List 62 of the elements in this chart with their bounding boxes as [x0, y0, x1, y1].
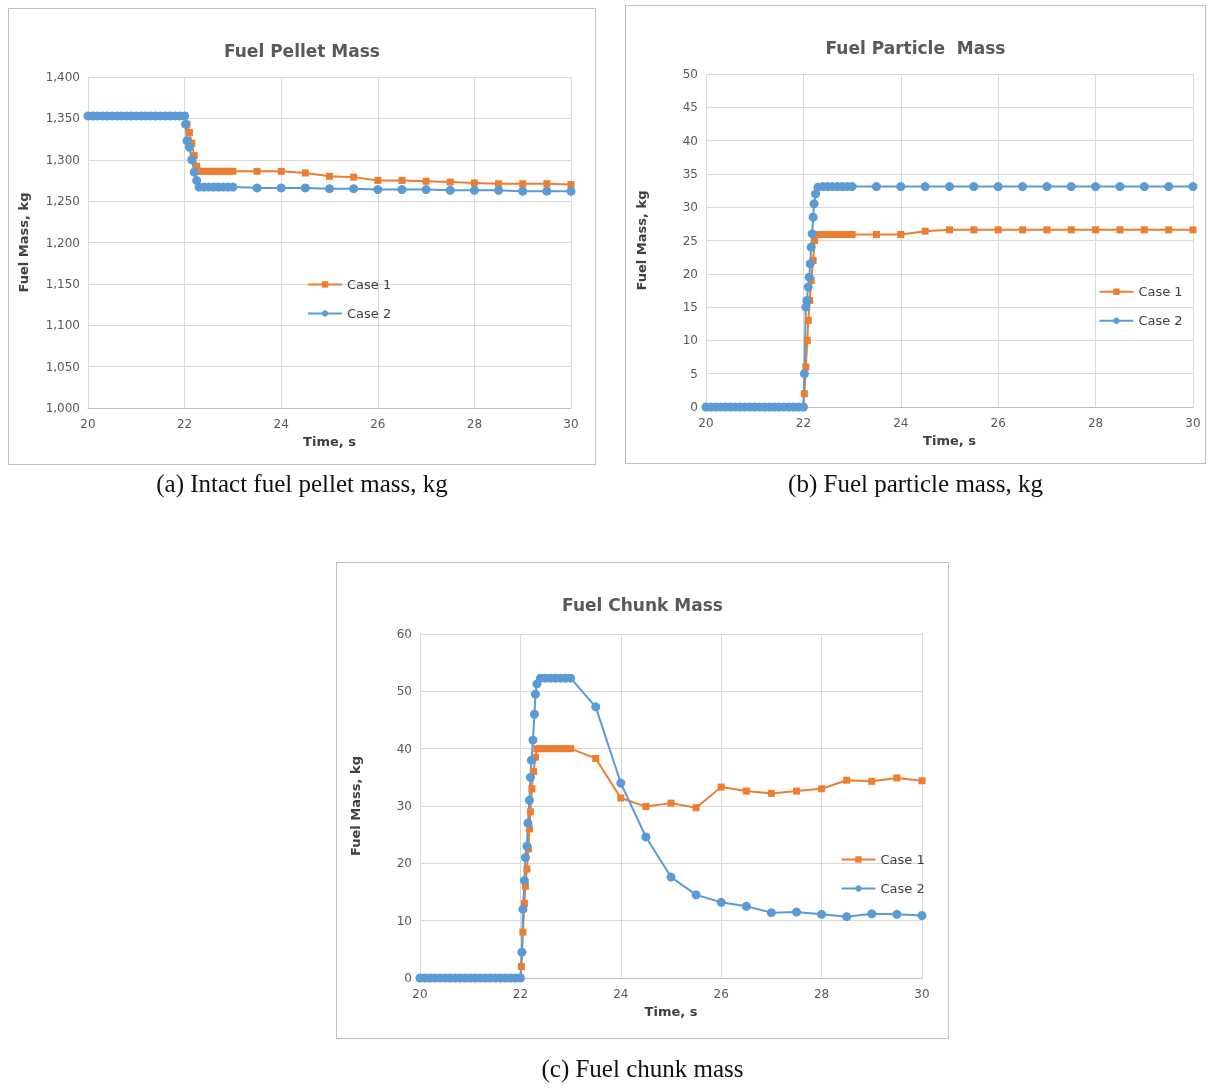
x-tick-label: 22	[176, 417, 193, 431]
x-axis-title: Time, s	[923, 432, 977, 448]
y-tick-label: 60	[396, 627, 412, 641]
y-tick-label: 15	[682, 300, 698, 315]
y-tick-label: 1,250	[45, 194, 80, 209]
legend-label: Case 2	[880, 881, 925, 896]
x-tick-label: 30	[914, 987, 930, 1001]
x-tick-label: 24	[893, 416, 909, 430]
y-tick-label: 40	[396, 741, 412, 756]
y-tick-label: 50	[396, 684, 412, 699]
legend-label: Case 2	[1138, 313, 1183, 329]
x-tick-label: 30	[1185, 416, 1201, 430]
y-tick-label: 30	[396, 799, 412, 813]
y-tick-label: 45	[682, 100, 698, 115]
legend-label: Case 2	[347, 305, 392, 321]
y-tick-label: 1,050	[45, 359, 80, 374]
legend-label: Case 1	[347, 276, 392, 292]
text: (c) Fuel chunk mass	[540, 1055, 745, 1083]
x-tick-label: 26	[990, 416, 1006, 430]
text: (b) Fuel particle mass, kg	[787, 470, 1044, 498]
y-tick-label: 1,200	[45, 235, 80, 250]
chart-title: Fuel Pellet Mass	[224, 40, 380, 61]
x-tick-label: 24	[613, 987, 629, 1001]
y-axis-title: Fuel Mass, kg	[348, 756, 363, 856]
y-tick-label: 1,300	[45, 152, 80, 167]
y-tick-label: 35	[682, 166, 698, 181]
x-tick-label: 30	[563, 417, 579, 431]
y-tick-label: 40	[682, 133, 698, 148]
y-tick-label: 10	[396, 913, 412, 928]
x-axis-title: Time, s	[303, 433, 357, 449]
x-axis-title: Time, s	[644, 1003, 698, 1019]
text: (a) Intact fuel pellet mass, kg	[155, 470, 449, 498]
x-tick-label: 26	[713, 987, 729, 1001]
y-tick-label: 1,400	[45, 70, 80, 84]
y-axis-title: Fuel Mass, kg	[16, 192, 31, 293]
x-tick-label: 28	[466, 417, 483, 431]
y-axis-title: Fuel Mass, kg	[634, 190, 649, 291]
chart-title: Fuel Particle Mass	[825, 37, 1006, 58]
y-tick-label: 30	[682, 200, 698, 215]
x-tick-label: 28	[813, 987, 830, 1001]
y-tick-label: 10	[682, 333, 698, 348]
y-tick-label: 1,350	[45, 111, 80, 126]
chart-title: Fuel Chunk Mass	[562, 594, 723, 615]
y-tick-label: 1,100	[45, 318, 80, 333]
x-tick-label: 20	[412, 987, 428, 1001]
y-tick-label: 5	[690, 366, 698, 381]
y-tick-label: 20	[682, 266, 698, 281]
x-tick-label: 28	[1087, 416, 1104, 430]
x-tick-label: 26	[370, 417, 386, 431]
x-tick-label: 22	[795, 416, 812, 430]
x-tick-label: 22	[512, 987, 529, 1001]
x-tick-label: 20	[80, 417, 96, 431]
x-tick-label: 24	[273, 417, 289, 431]
y-tick-label: 1,000	[45, 401, 80, 415]
y-tick-label: 50	[682, 67, 698, 81]
legend-label: Case 1	[1138, 284, 1183, 300]
y-tick-label: 0	[690, 400, 698, 414]
y-tick-label: 0	[404, 971, 412, 985]
y-tick-label: 25	[682, 233, 698, 248]
legend-label: Case 1	[880, 852, 925, 867]
y-tick-label: 1,150	[45, 276, 80, 291]
y-tick-label: 20	[396, 856, 412, 871]
